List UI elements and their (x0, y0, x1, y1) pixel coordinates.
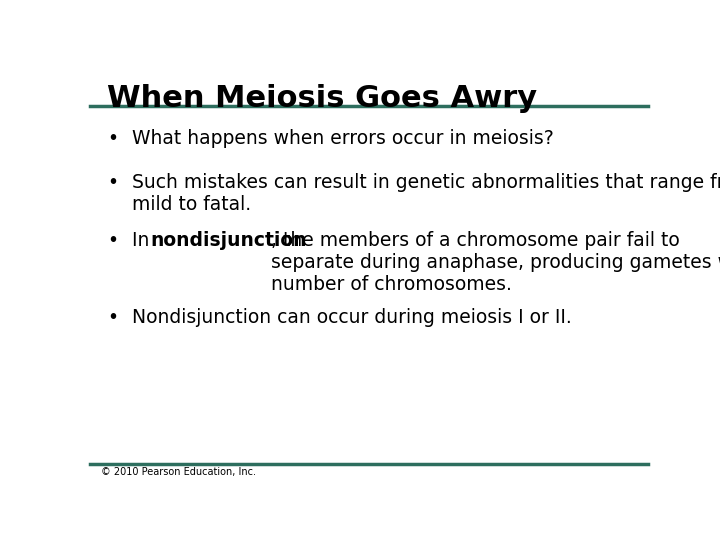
Text: •: • (107, 308, 118, 327)
Text: What happens when errors occur in meiosis?: What happens when errors occur in meiosi… (132, 129, 554, 149)
Text: •: • (107, 173, 118, 192)
Text: , the members of a chromosome pair fail to
separate during anaphase, producing g: , the members of a chromosome pair fail … (271, 231, 720, 294)
Text: © 2010 Pearson Education, Inc.: © 2010 Pearson Education, Inc. (101, 467, 256, 477)
Text: nondisjunction: nondisjunction (150, 231, 307, 250)
Text: Such mistakes can result in genetic abnormalities that range from
mild to fatal.: Such mistakes can result in genetic abno… (132, 173, 720, 214)
Text: In: In (132, 231, 156, 250)
Text: Nondisjunction can occur during meiosis I or II.: Nondisjunction can occur during meiosis … (132, 308, 572, 327)
Text: •: • (107, 129, 118, 149)
Text: •: • (107, 231, 118, 250)
Text: When Meiosis Goes Awry: When Meiosis Goes Awry (107, 84, 537, 112)
